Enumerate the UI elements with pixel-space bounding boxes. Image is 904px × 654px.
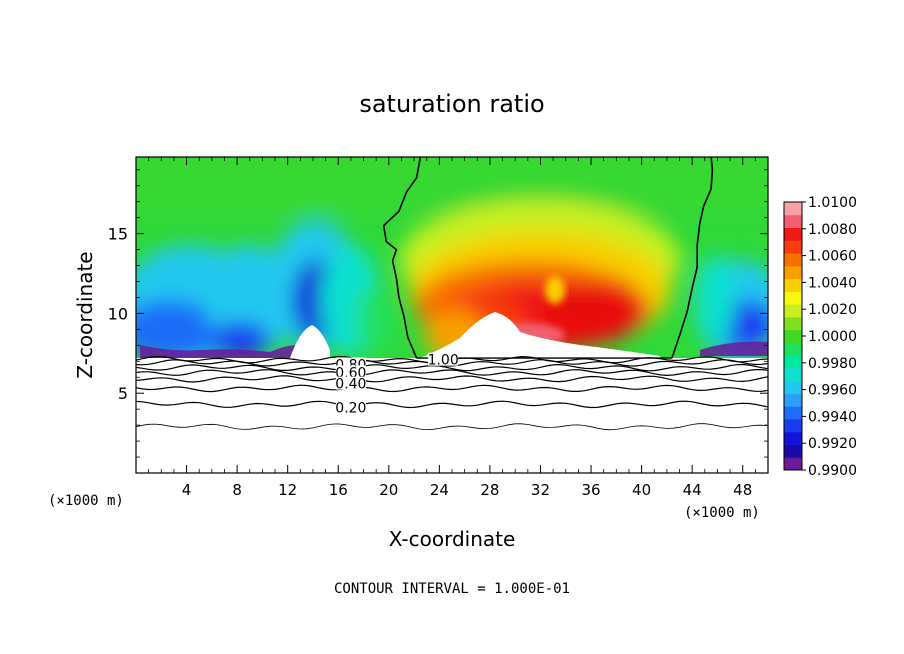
contour-label-bg [335, 400, 366, 414]
y-tick-label-10: 10 [108, 304, 128, 323]
contour-line-z-5.3 [136, 384, 768, 393]
colorbar-label-0.9960: 0.9960 [808, 383, 857, 399]
colorbar-swatch-1.006 [784, 253, 802, 267]
x-tick-label-28: 28 [480, 481, 499, 499]
colorbar-swatch-0.997 [784, 367, 802, 382]
colorbar-label-1.0060: 1.0060 [808, 249, 857, 265]
x-axis-label: X-coordinate [389, 527, 516, 551]
colorbar-swatch-0.991 [784, 444, 802, 458]
colorbar-swatch-0.993 [784, 418, 802, 433]
contour-line-z-4.3 [136, 400, 768, 409]
colorbar-swatch-1.005 [784, 265, 802, 280]
colorbar-swatch-0.999 [784, 342, 802, 356]
colorbar: 1.0100 1.0080 1.0060 1.0040 1.0020 1.0000 0.99… [783, 195, 857, 479]
x-tick-label-40: 40 [632, 481, 651, 499]
y-tick-label-15: 15 [108, 225, 128, 244]
colorbar-swatch-0.99 [784, 457, 802, 471]
colorbar-label-1.0020: 1.0020 [808, 302, 857, 318]
colorbar-label-0.9900: 0.9900 [808, 463, 857, 479]
colorbar-swatch-0.996 [784, 380, 802, 394]
contour-labels: 1.000.800.600.400.20 [335, 352, 459, 417]
x-tick-label-36: 36 [581, 481, 600, 499]
saturation-field [136, 157, 768, 365]
colorbar-label-1.0000: 1.0000 [808, 329, 857, 345]
colorbar-swatch-1.009 [784, 214, 802, 229]
contour-line-z-6.6 [136, 363, 768, 372]
colorbar-swatch-1.004 [784, 278, 802, 292]
x-tick-label-32: 32 [531, 481, 550, 499]
contour-label-bg [335, 365, 366, 379]
x-axis-ticks: 4 8 12 16 20 24 28 32 36 40 44 48 [148, 157, 756, 499]
colorbar-label-0.9980: 0.9980 [808, 356, 857, 372]
x-tick-label-4: 4 [182, 481, 192, 499]
y-axis-ticks: 5 10 15 [108, 169, 768, 458]
x-tick-label-20: 20 [379, 481, 398, 499]
colorbar-label-0.9920: 0.9920 [808, 436, 857, 452]
contour-label-0.20: 0.20 [335, 401, 366, 417]
chart-title: saturation ratio [359, 90, 544, 118]
x-unit-right: (×1000 m) [684, 505, 760, 521]
contour-line-z-2.9 [136, 423, 768, 431]
y-tick-label-5: 5 [118, 384, 128, 403]
contour-label-1.00: 1.00 [428, 353, 459, 369]
contour-label-0.40: 0.40 [335, 377, 366, 393]
s1-contour-left [382, 157, 422, 359]
colorbar-swatch-0.995 [784, 393, 802, 407]
x-unit-left: (×1000 m) [48, 493, 124, 509]
x-tick-label-48: 48 [733, 481, 752, 499]
colorbar-swatch-1.007 [784, 240, 802, 254]
colorbar-label-1.0080: 1.0080 [808, 222, 857, 238]
colorbar-swatch-0.998 [784, 355, 802, 369]
colorbar-label-1.0040: 1.0040 [808, 275, 857, 291]
plot-area [136, 157, 768, 473]
colorbar-swatch-1.001 [784, 316, 802, 331]
contour-interval-footer: CONTOUR INTERVAL = 1.000E-01 [334, 581, 570, 597]
x-tick-label-44: 44 [683, 481, 702, 499]
contour-line-z-6.3 [136, 369, 768, 377]
colorbar-swatch-0.994 [784, 406, 802, 420]
x-tick-label-16: 16 [329, 481, 348, 499]
y-axis-label: Z-coordinate [73, 251, 97, 378]
colorbar-swatch-1.01 [784, 202, 802, 216]
contour-line-z-5.9 [136, 375, 768, 383]
saturation-one-contours [382, 157, 714, 359]
colorbar-label-1.0100: 1.0100 [808, 195, 857, 211]
colorbar-swatch-0.992 [784, 431, 802, 445]
colorbar-swatch-1.002 [784, 304, 802, 318]
s1-contour-right [671, 157, 714, 359]
x-tick-label-12: 12 [278, 481, 297, 499]
contour-label-bg [335, 376, 366, 390]
x-tick-label-8: 8 [232, 481, 242, 499]
colorbar-swatch-1.003 [784, 291, 802, 305]
x-tick-label-24: 24 [430, 481, 449, 499]
colorbar-label-0.9940: 0.9940 [808, 409, 857, 425]
contour-label-bg [428, 352, 459, 366]
colorbar-swatch-1 [784, 329, 802, 343]
colorbar-swatch-1.008 [784, 227, 802, 241]
